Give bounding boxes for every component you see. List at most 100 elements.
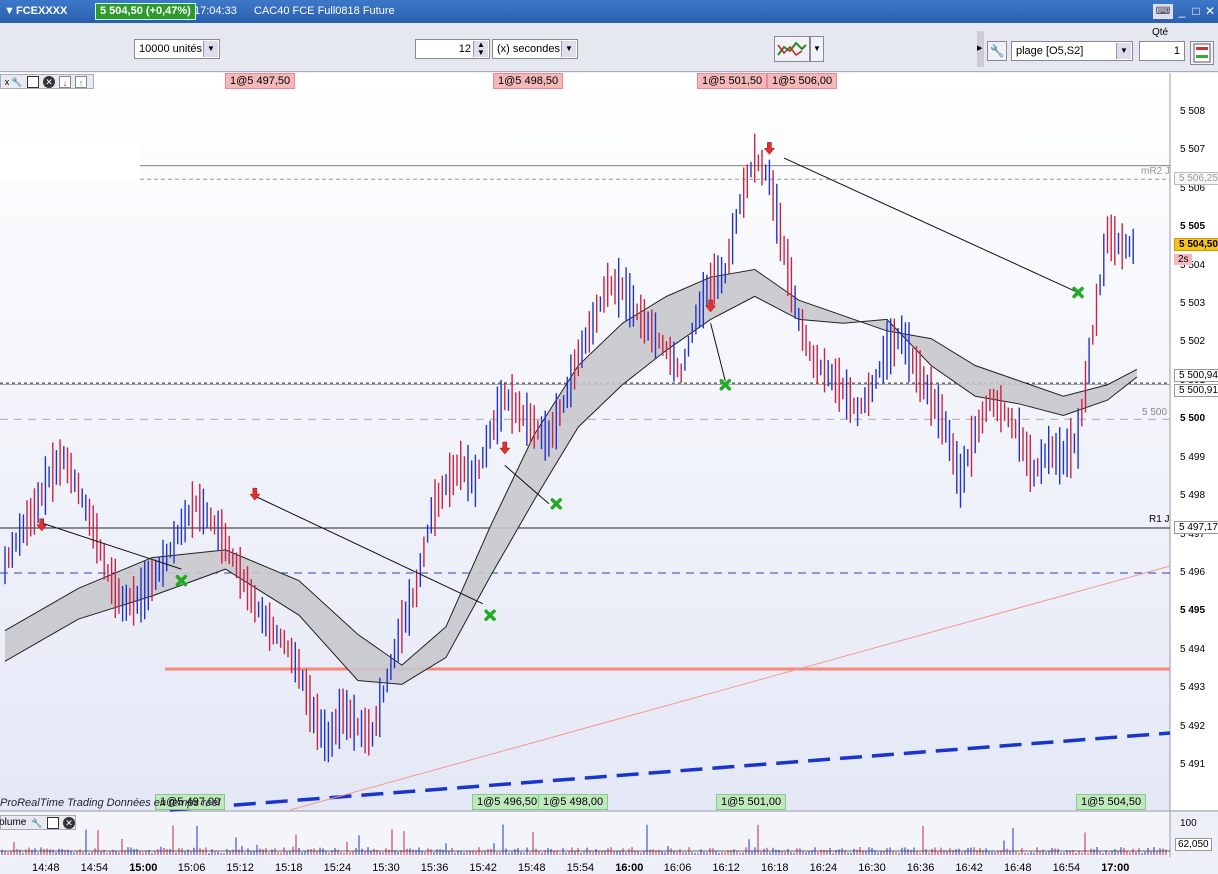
- trade-label: 1@5 497,00: [155, 794, 226, 810]
- order-book-button[interactable]: [1190, 41, 1214, 65]
- wrench-button[interactable]: 🔧: [987, 41, 1007, 61]
- trade-trendline: [504, 465, 550, 505]
- close-icon[interactable]: ✕: [43, 76, 55, 88]
- interval-unit-select[interactable]: (x) secondes ▼: [492, 39, 578, 59]
- price-tick: 5 497: [1180, 528, 1206, 540]
- sell-arrow-icon: [499, 441, 511, 455]
- interval-input[interactable]: 12 ▲ ▼: [415, 39, 490, 59]
- indicator-menu-button[interactable]: ▼: [810, 36, 824, 62]
- qty-input[interactable]: 1: [1139, 41, 1185, 61]
- trade-label: 1@5 497,50: [225, 73, 296, 89]
- window-menu-icon[interactable]: ▼: [4, 5, 15, 17]
- wrench-icon[interactable]: 🔧: [31, 818, 43, 828]
- time-tick: 15:00: [129, 862, 158, 874]
- indicator-chart-button[interactable]: [774, 36, 810, 62]
- price-tick: 5 507: [1180, 144, 1206, 156]
- close-icon[interactable]: ✕: [1204, 4, 1216, 18]
- mr2-value: 5 506,25: [1174, 172, 1218, 185]
- level-label-1: 5 500,94: [1174, 369, 1218, 382]
- trade-label: 1@5 501,00: [716, 794, 787, 810]
- wrench-icon[interactable]: 🔧: [11, 77, 23, 87]
- qty-value: 1: [1173, 45, 1180, 57]
- sell-arrow-icon: [249, 487, 261, 501]
- minimize-icon[interactable]: _: [1178, 4, 1186, 18]
- units-select[interactable]: 10000 unités ▼: [134, 39, 220, 59]
- time-tick: 15:36: [420, 862, 449, 874]
- stepper-icon[interactable]: ▲ ▼: [473, 41, 488, 57]
- volume-controls: Volume 🔧 ✕: [0, 815, 76, 830]
- units-select-value: 10000 unités: [139, 43, 202, 55]
- chevron-down-icon[interactable]: ▼: [203, 41, 218, 57]
- interval-unit-value: (x) secondes: [497, 43, 560, 55]
- time-tick: 15:30: [372, 862, 400, 874]
- price-tick: 5 505: [1180, 221, 1206, 233]
- level-5500-label: 5 500: [1142, 407, 1168, 418]
- buy-cross-icon: [1072, 286, 1084, 299]
- chart-indicator-icon: [777, 41, 807, 57]
- time-tick: 15:48: [518, 862, 546, 874]
- window-icon[interactable]: [27, 76, 39, 88]
- time-tick: 15:42: [469, 862, 497, 874]
- volume-scale-value: 62,050: [1175, 838, 1212, 851]
- symbol-label: FCEXXXX: [16, 5, 68, 17]
- time-label: 17:04:33: [194, 5, 237, 17]
- buy-cross-icon: [550, 498, 562, 510]
- time-tick: 15:06: [177, 862, 206, 874]
- buy-cross-icon: [484, 609, 496, 621]
- trade-trendline: [254, 495, 483, 605]
- trade-trendline: [710, 323, 726, 382]
- time-tick: 16:06: [663, 862, 692, 874]
- ascending-trendline: [289, 565, 1171, 811]
- time-tick: 16:12: [712, 862, 740, 874]
- keyboard-icon[interactable]: ⌨: [1153, 4, 1173, 19]
- price-tick: 5 499: [1180, 451, 1206, 463]
- time-tick: 15:18: [275, 862, 303, 874]
- r1-value: 5 497,17: [1174, 521, 1218, 534]
- time-tick: 16:54: [1052, 862, 1081, 874]
- chevron-down-icon[interactable]: ▼: [561, 41, 576, 57]
- trade-trendline: [41, 522, 182, 570]
- price-axis-background: [1170, 73, 1218, 810]
- interval-value: 12: [458, 43, 471, 55]
- down-arrow-icon[interactable]: ↓: [59, 76, 71, 88]
- price-tick: 5 496: [1180, 566, 1206, 578]
- sell-arrow-icon: [705, 299, 717, 313]
- range-select[interactable]: plage [O5,S2] ▼: [1011, 41, 1133, 61]
- price-badge: 5 504,50 (+0,47%): [95, 3, 196, 20]
- plot-background: [0, 73, 1170, 810]
- trade-label: 1@5 501,50: [697, 73, 768, 89]
- close-icon[interactable]: ✕: [63, 817, 75, 829]
- window-icon[interactable]: [47, 817, 59, 829]
- price-tick: 5 493: [1180, 682, 1206, 694]
- time-tick: 15:54: [566, 862, 595, 874]
- panel-controls: x 🔧 ✕ ↓ ↑: [0, 74, 94, 89]
- price-tick: 5 492: [1180, 720, 1206, 732]
- volume-scale-top: 100: [1180, 818, 1197, 829]
- price-tick: 5 494: [1180, 643, 1206, 655]
- countdown-label: 2s: [1174, 254, 1192, 265]
- time-tick: 16:30: [858, 862, 886, 874]
- buy-cross-icon: [175, 574, 188, 587]
- time-tick: 15:12: [226, 862, 254, 874]
- maximize-icon[interactable]: □: [1192, 4, 1200, 18]
- order-panel-collapse[interactable]: ▶: [977, 31, 984, 67]
- moving-average-band: [5, 269, 1137, 685]
- toolbar: 10000 unités ▼ 12 ▲ ▼ (x) secondes ▼ ▼ Qt…: [0, 23, 1218, 72]
- trade-label: 1@5 504,50: [1076, 794, 1147, 810]
- trade-trendline: [783, 157, 1079, 293]
- instrument-label: CAC40 FCE Full0818 Future: [254, 5, 395, 17]
- sell-arrow-icon: [763, 142, 775, 155]
- time-tick: 16:42: [955, 862, 983, 874]
- trade-label: 1@5 498,50: [493, 73, 564, 89]
- chevron-down-icon[interactable]: ▼: [1116, 43, 1131, 59]
- up-arrow-icon[interactable]: ↑: [75, 76, 87, 88]
- price-tick: 5 504: [1180, 259, 1206, 271]
- price-tick: 5 508: [1180, 106, 1206, 117]
- price-tick: 5 491: [1180, 759, 1206, 770]
- time-tick: 16:36: [906, 862, 935, 874]
- price-tick: 5 506: [1180, 182, 1206, 194]
- panel-collapse-icon[interactable]: x: [4, 77, 10, 87]
- volume-label: Volume: [0, 817, 27, 828]
- time-tick: 16:00: [615, 862, 644, 874]
